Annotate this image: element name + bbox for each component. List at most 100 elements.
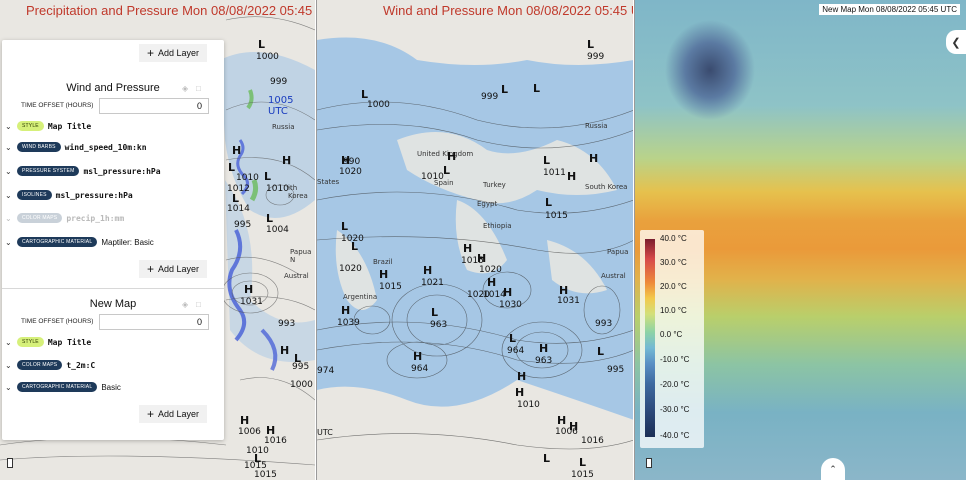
pressure-value: 999	[587, 52, 605, 62]
add-layer-button-map-1[interactable]: + Add Layer	[139, 260, 208, 278]
layer-badge: CARTOGRAPHIC MATERIAL	[17, 382, 98, 392]
map-pane-wind[interactable]: Wind and Pressure Mon 08/08/2022 05:45 U…	[316, 0, 633, 480]
chevron-down-icon[interactable]: ⌄	[5, 360, 12, 370]
chevron-down-icon[interactable]: ⌄	[5, 142, 12, 152]
pressure-value: 1039	[337, 318, 360, 328]
country-label: Papua	[607, 248, 629, 256]
layer-row-color-maps[interactable]: ⌄ COLOR MAPS precip_1h:mm	[5, 211, 124, 225]
country-label: States	[317, 178, 340, 186]
layers-icon[interactable]: ◈	[182, 84, 189, 93]
pressure-label: L	[254, 452, 262, 465]
pressure-label: L	[266, 212, 274, 225]
plus-icon: +	[147, 46, 155, 60]
pressure-label: L	[232, 192, 240, 205]
pressure-value: 1030	[499, 300, 522, 310]
pane-1-title: Precipitation and Pressure Mon 08/08/202…	[26, 3, 315, 18]
map-terrain-1	[0, 16, 315, 466]
pressure-value: 1015	[244, 461, 267, 471]
chevron-down-icon[interactable]: ⌄	[5, 121, 12, 131]
time-offset-input[interactable]: 0	[99, 98, 209, 114]
country-label: Egypt	[477, 200, 498, 208]
layer-row-cartographic[interactable]: ⌄ CARTOGRAPHIC MATERIAL Maptiler: Basic	[5, 235, 154, 249]
pressure-value: 1012	[227, 184, 250, 194]
layer-value: Maptiler: Basic	[101, 237, 154, 247]
country-label: Argentina	[343, 293, 378, 301]
country-label: Spain	[434, 179, 454, 187]
pressure-label: H	[282, 154, 292, 167]
pressure-label: L	[341, 220, 349, 233]
pressure-label: L	[533, 82, 541, 95]
legend-label: -40.0 °C	[660, 431, 690, 440]
country-label: Austral	[601, 272, 626, 280]
map-block-title: Wind and Pressure	[66, 82, 160, 94]
pressure-value: 1010	[517, 400, 540, 410]
pressure-label: L	[509, 332, 517, 345]
add-layer-label: Add Layer	[158, 48, 200, 58]
chevron-down-icon[interactable]: ⌄	[5, 382, 12, 392]
layer-row-style[interactable]: ⌄ STYLE Map Title	[5, 335, 91, 349]
country-label: Russia	[272, 123, 295, 131]
map-pane-temperature[interactable]: New Map Mon 08/08/2022 05:45 UTC ❮ 40.0 …	[634, 0, 966, 480]
pressure-label: L	[294, 352, 302, 365]
pressure-label: L	[597, 345, 605, 358]
chevron-down-icon[interactable]: ⌄	[5, 337, 12, 347]
layer-row-pressure-system[interactable]: ⌄ PRESSURE SYSTEM msl_pressure:hPa	[5, 164, 161, 178]
pressure-value: 1031	[557, 296, 580, 306]
layer-badge: COLOR MAPS	[17, 360, 63, 370]
layer-value: precip_1h:mm	[66, 213, 125, 223]
chevron-down-icon[interactable]: ⌄	[5, 213, 12, 223]
pressure-value: 963	[535, 356, 553, 366]
legend-label: 20.0 °C	[660, 282, 687, 291]
add-layer-button-map-2[interactable]: + Add Layer	[139, 405, 208, 423]
pressure-value: 999	[270, 77, 288, 87]
layers-icon[interactable]: ◈	[182, 300, 189, 309]
chevron-down-icon[interactable]: ⌄	[5, 237, 12, 247]
layer-badge: COLOR MAPS	[17, 213, 63, 223]
collapse-panel-button[interactable]: ❮	[946, 30, 966, 54]
pane-2-title: Wind and Pressure Mon 08/08/2022 05:45 U…	[383, 3, 633, 18]
pressure-label: H	[515, 386, 525, 399]
layer-row-wind-barbs[interactable]: ⌄ WIND BARBS wind_speed_10m:kn	[5, 140, 147, 154]
pressure-value: 1031	[240, 297, 263, 307]
layer-badge: ISOLINES	[17, 190, 52, 200]
legend-label: 10.0 °C	[660, 306, 687, 315]
chevron-down-icon[interactable]: ⌄	[5, 190, 12, 200]
pressure-label: H	[240, 414, 250, 427]
pressure-value: 1010	[266, 184, 289, 194]
country-label: Papua N	[290, 248, 312, 264]
pressure-value: 1006	[238, 427, 261, 437]
layer-value: msl_pressure:hPa	[55, 190, 133, 200]
pressure-value: 1020	[339, 167, 362, 177]
expand-timeline-button[interactable]: ⌃	[821, 458, 845, 480]
layer-badge: CARTOGRAPHIC MATERIAL	[17, 237, 98, 247]
trash-icon[interactable]: □	[196, 84, 201, 93]
pressure-label: L	[587, 38, 595, 51]
pressure-label: L	[228, 161, 236, 174]
maplibre-logo-icon	[646, 458, 652, 468]
layer-row-cartographic[interactable]: ⌄ CARTOGRAPHIC MATERIAL Basic	[5, 380, 121, 394]
add-layer-label: Add Layer	[158, 264, 200, 274]
pressure-label: H	[503, 286, 513, 299]
pressure-label: H	[589, 152, 599, 165]
layer-row-color-maps[interactable]: ⌄ COLOR MAPS t_2m:C	[5, 358, 95, 372]
layer-row-isolines[interactable]: ⌄ ISOLINES msl_pressure:hPa	[5, 188, 133, 202]
layer-value: Basic	[101, 382, 121, 392]
pressure-value: 964	[411, 364, 429, 374]
pressure-value: 1000	[367, 100, 390, 110]
pane-1-utc-label: 1005 UTC	[268, 95, 294, 117]
layer-badge: STYLE	[17, 337, 44, 347]
pressure-label: L	[543, 452, 551, 465]
pressure-value: 1020	[479, 265, 502, 275]
country-label: Turkey	[483, 181, 506, 189]
pressure-label: H	[280, 344, 290, 357]
layer-row-style[interactable]: ⌄ STYLE Map Title	[5, 119, 91, 133]
pressure-value: 1010	[236, 173, 259, 183]
country-label: United Kingdom	[417, 150, 474, 158]
pressure-value: 1015	[379, 282, 402, 292]
add-layer-button-top[interactable]: + Add Layer	[139, 44, 208, 62]
time-offset-input[interactable]: 0	[99, 314, 209, 330]
chevron-down-icon[interactable]: ⌄	[5, 166, 12, 176]
trash-icon[interactable]: □	[196, 300, 201, 309]
layer-value: wind_speed_10m:kn	[64, 142, 147, 152]
